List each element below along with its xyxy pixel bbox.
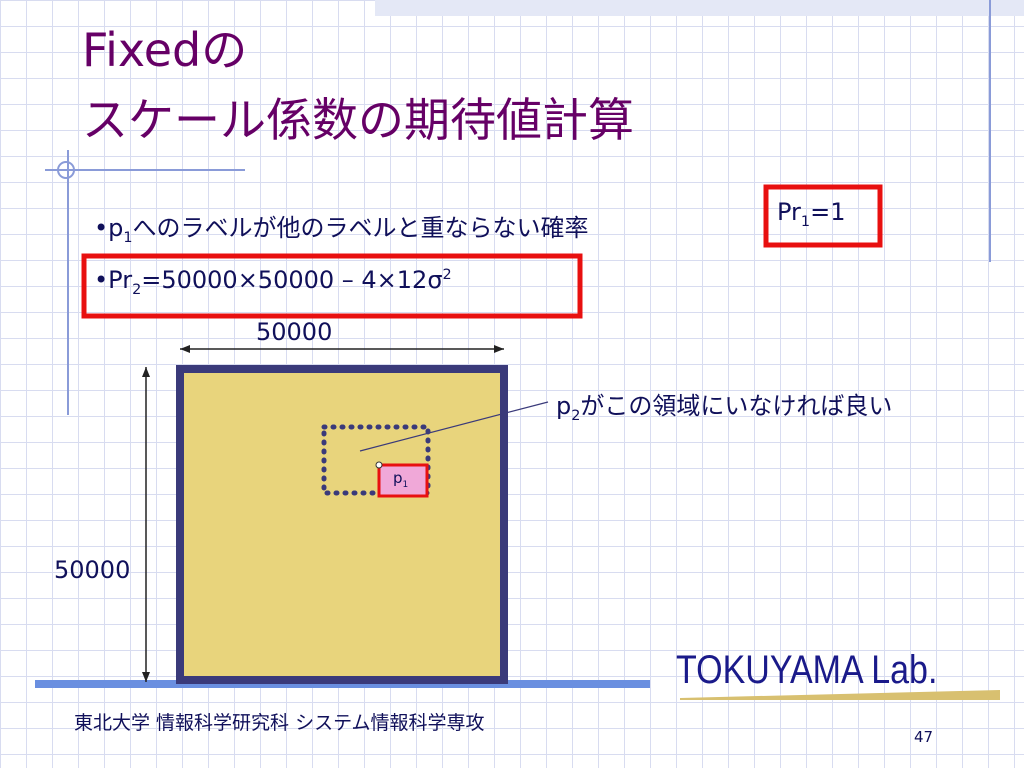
text: p	[556, 392, 572, 420]
callout: p2がこの領域にいなければ良い	[556, 386, 892, 424]
subscript: 1	[800, 213, 811, 230]
logo: TOKUYAMA Lab.	[676, 648, 938, 692]
text: Pr	[777, 198, 801, 226]
forbidden-area	[321, 424, 431, 496]
text: =50000×50000 – 4×12σ	[141, 266, 443, 294]
subscript: 1	[123, 229, 133, 246]
logo-swoosh	[680, 690, 1000, 700]
subscript: 1	[402, 480, 409, 490]
point-label: p1	[393, 469, 408, 490]
title: Fixedの	[82, 23, 248, 77]
text: がこの領域にいなければ良い	[580, 392, 893, 420]
formula: Pr1=1	[777, 198, 845, 230]
top-band	[375, 0, 1024, 16]
point	[375, 461, 383, 469]
region-square	[176, 365, 508, 684]
dimension-label: 50000	[54, 556, 131, 584]
text: =1	[810, 198, 846, 226]
text: へのラベルが他のラベルと重ならない確率	[132, 214, 589, 242]
bullet: •p1へのラベルが他のラベルと重ならない確率	[94, 208, 589, 246]
highlight-box	[763, 184, 883, 248]
title: スケール係数の期待値計算	[82, 93, 634, 147]
footer: 東北大学 情報科学研究科 システム情報科学専攻	[74, 712, 485, 734]
text: •p	[94, 214, 124, 242]
page-number: 47	[914, 728, 934, 746]
subscript: 2	[132, 281, 142, 298]
text: p	[393, 469, 403, 487]
dimension-label: 50000	[256, 318, 333, 346]
superscript: 2	[442, 267, 452, 283]
callout-line	[359, 401, 549, 452]
bullet: •Pr2=50000×50000 – 4×12σ2	[94, 266, 452, 298]
label-p1	[377, 463, 429, 498]
highlight-box	[81, 253, 583, 319]
text: •Pr	[94, 266, 133, 294]
subscript: 2	[571, 407, 581, 424]
rule-ring	[57, 161, 75, 179]
